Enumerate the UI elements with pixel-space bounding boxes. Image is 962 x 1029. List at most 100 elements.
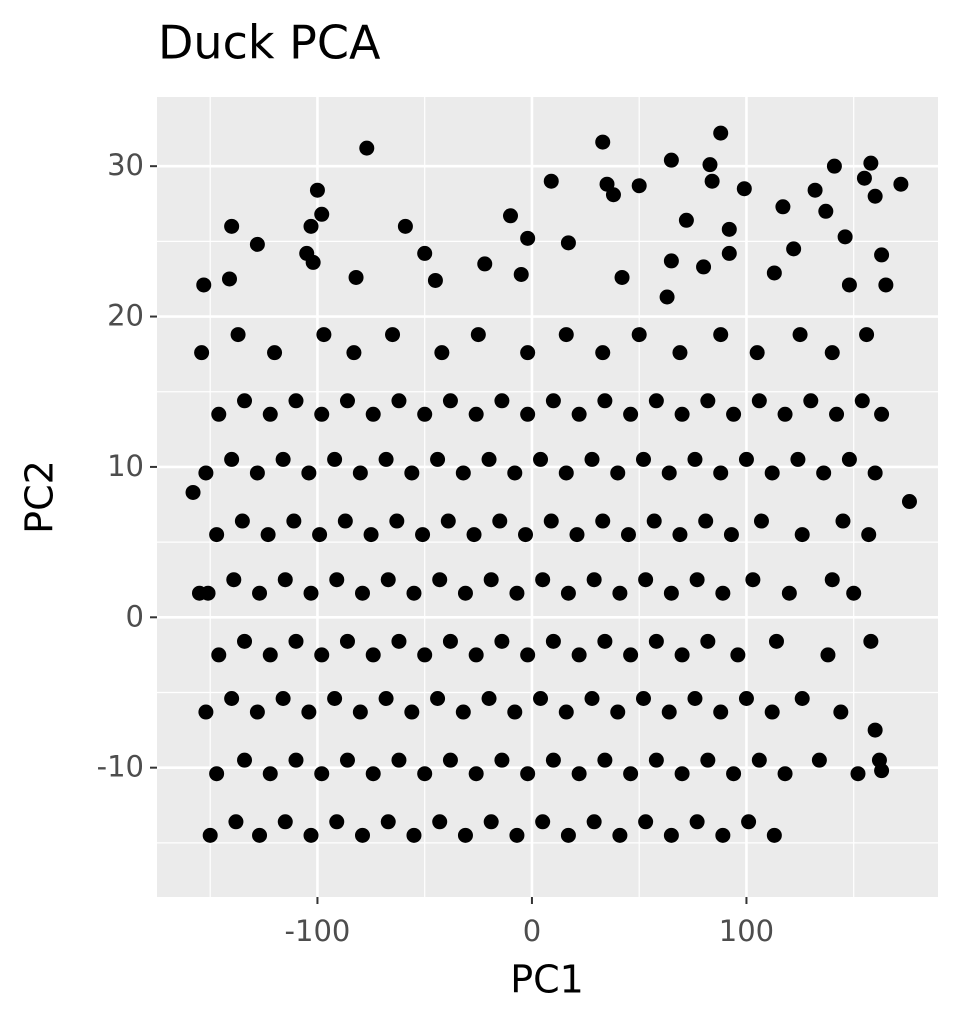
point: [380, 814, 396, 830]
point: [781, 585, 797, 601]
point: [262, 406, 278, 422]
point: [689, 572, 705, 588]
point: [466, 527, 482, 543]
point: [824, 345, 840, 361]
point: [224, 218, 240, 234]
point: [663, 827, 679, 843]
point: [595, 345, 611, 361]
point: [689, 814, 705, 830]
point: [483, 572, 499, 588]
point: [867, 722, 883, 738]
point: [275, 451, 291, 467]
point: [346, 345, 362, 361]
point: [339, 752, 355, 768]
point: [348, 269, 364, 285]
point: [194, 345, 210, 361]
point: [252, 827, 268, 843]
point: [365, 766, 381, 782]
point: [237, 393, 253, 409]
point: [477, 256, 493, 272]
point: [661, 465, 677, 481]
points: [185, 125, 917, 843]
point: [674, 647, 690, 663]
point: [893, 176, 909, 192]
point: [385, 327, 401, 343]
point: [586, 572, 602, 588]
point: [702, 157, 718, 173]
point: [352, 465, 368, 481]
point: [185, 484, 201, 500]
point: [457, 827, 473, 843]
point: [535, 572, 551, 588]
point: [249, 236, 265, 252]
point: [696, 259, 712, 275]
point: [648, 393, 664, 409]
point: [856, 170, 872, 186]
point: [874, 406, 890, 422]
point: [648, 633, 664, 649]
point: [303, 218, 319, 234]
point: [337, 513, 353, 529]
point: [738, 451, 754, 467]
point: [249, 704, 265, 720]
point: [867, 188, 883, 204]
point: [329, 572, 345, 588]
point: [535, 814, 551, 830]
point: [874, 763, 890, 779]
point: [380, 572, 396, 588]
x-tick-label: 0: [523, 914, 541, 948]
point: [468, 647, 484, 663]
point: [751, 752, 767, 768]
point: [417, 406, 433, 422]
point: [635, 451, 651, 467]
point: [329, 814, 345, 830]
point: [314, 766, 330, 782]
point: [803, 393, 819, 409]
point: [558, 704, 574, 720]
point: [721, 245, 737, 261]
point: [286, 513, 302, 529]
point: [327, 691, 343, 707]
point: [288, 393, 304, 409]
point: [620, 527, 636, 543]
point: [687, 691, 703, 707]
point: [586, 814, 602, 830]
point: [558, 465, 574, 481]
point: [698, 513, 714, 529]
point: [339, 393, 355, 409]
point: [481, 451, 497, 467]
point: [363, 527, 379, 543]
point: [841, 451, 857, 467]
point: [277, 572, 293, 588]
point: [305, 254, 321, 270]
point: [837, 229, 853, 245]
point: [672, 345, 688, 361]
point: [777, 406, 793, 422]
point: [391, 752, 407, 768]
point: [663, 585, 679, 601]
point: [191, 585, 207, 601]
point: [715, 585, 731, 601]
point: [434, 345, 450, 361]
point: [638, 572, 654, 588]
point: [202, 827, 218, 843]
point: [721, 221, 737, 237]
point: [560, 585, 576, 601]
point: [901, 494, 917, 510]
point: [775, 199, 791, 215]
point: [558, 327, 574, 343]
point: [841, 277, 857, 293]
point: [494, 752, 510, 768]
point: [230, 327, 246, 343]
point: [764, 465, 780, 481]
point: [507, 704, 523, 720]
point: [303, 827, 319, 843]
point: [741, 814, 757, 830]
point: [442, 633, 458, 649]
point: [597, 393, 613, 409]
point: [635, 691, 651, 707]
y-tick-label: 10: [107, 449, 144, 483]
point: [584, 691, 600, 707]
point: [648, 752, 664, 768]
point: [850, 766, 866, 782]
